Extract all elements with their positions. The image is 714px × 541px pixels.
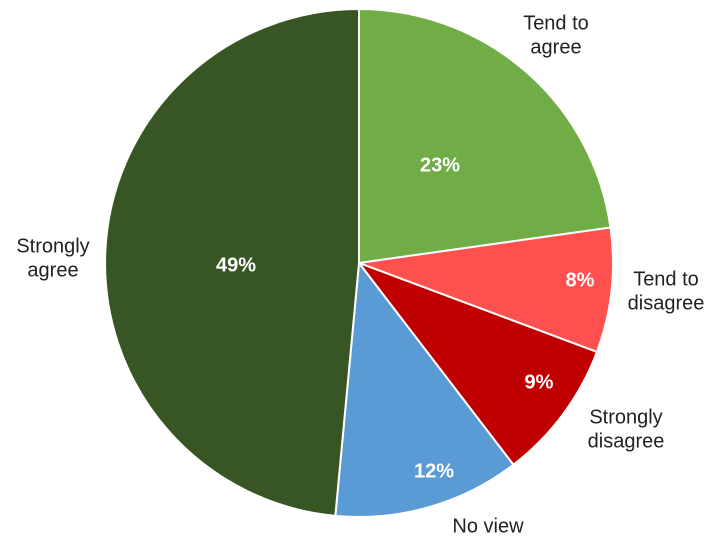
pie-slice-strongly-agree xyxy=(104,7,360,517)
value-label: 49% xyxy=(216,254,256,276)
category-label: No view xyxy=(452,515,524,537)
category-label-line: Tend to xyxy=(523,12,589,34)
category-label-line: Strongly xyxy=(589,406,662,428)
pie-slice-tend-to-agree xyxy=(358,7,612,265)
pie-slice-strongly-disagree xyxy=(356,260,599,467)
category-label: Tend to disagree xyxy=(628,268,705,314)
category-label: Strongly disagree xyxy=(588,406,665,452)
category-label-line: agree xyxy=(27,259,78,281)
category-label-line: disagree xyxy=(588,430,665,452)
value-label: 23% xyxy=(420,154,460,176)
category-label: Strongly agree xyxy=(16,235,89,281)
pie-slice-no-view xyxy=(334,260,515,518)
percentage-labels: 23% 8% 9% 12% 49% xyxy=(216,154,595,482)
category-label-line: agree xyxy=(530,36,581,58)
category-label: Tend to agree xyxy=(523,12,589,58)
category-label-line: No view xyxy=(452,515,524,537)
category-label-line: Tend to xyxy=(633,268,699,290)
value-label: 8% xyxy=(566,269,595,291)
pie-slices xyxy=(104,7,614,518)
value-label: 9% xyxy=(525,371,554,393)
value-label: 12% xyxy=(414,460,454,482)
category-label-line: Strongly xyxy=(16,235,89,257)
pie-slice-tend-to-disagree xyxy=(358,226,614,354)
category-label-line: disagree xyxy=(628,292,705,314)
